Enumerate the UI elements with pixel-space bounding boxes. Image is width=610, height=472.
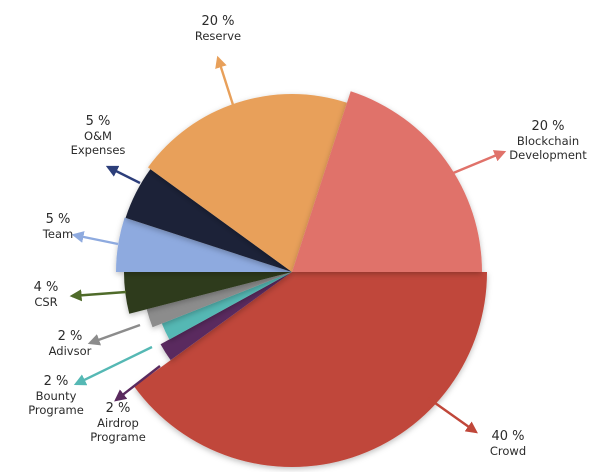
arrow-o-m-expenses bbox=[105, 165, 141, 185]
slice-name: Programe bbox=[28, 403, 84, 417]
pie-slice-csr bbox=[124, 272, 292, 314]
slice-name: Adivsor bbox=[49, 344, 92, 358]
pie-slice-airdrop-programe bbox=[160, 272, 292, 361]
arrow-team bbox=[71, 231, 119, 246]
slice-name: Bounty bbox=[36, 389, 77, 403]
slice-percent: 20 % bbox=[201, 14, 234, 29]
pie-slice-team bbox=[116, 217, 292, 272]
arrow-airdrop-programe bbox=[114, 365, 161, 402]
slice-percent: 4 % bbox=[34, 280, 59, 295]
slice-percent: 20 % bbox=[531, 119, 564, 134]
slice-percent: 5 % bbox=[86, 114, 111, 129]
label-blockchain-development: 20 % Blockchain Development bbox=[509, 119, 587, 162]
slice-name: Programe bbox=[90, 430, 146, 444]
slice-name: O&M bbox=[84, 129, 112, 143]
pie-slice-reserve bbox=[147, 94, 348, 272]
slice-percent: 2 % bbox=[44, 374, 69, 389]
arrow-adivsor bbox=[87, 323, 141, 346]
label-adivsor: 2 % Adivsor bbox=[49, 329, 92, 358]
slice-name: Crowd bbox=[490, 444, 526, 458]
slice-name: CSR bbox=[34, 295, 57, 309]
pie-slice-adivsor bbox=[146, 272, 292, 328]
slice-name: Blockchain bbox=[517, 134, 579, 148]
label-bounty-programe: 2 % Bounty Programe bbox=[28, 374, 84, 417]
arrow-reserve bbox=[215, 55, 236, 109]
slice-percent: 2 % bbox=[106, 401, 131, 416]
slice-name: Airdrop bbox=[97, 416, 139, 430]
label-o-m-expenses: 5 % O&M Expenses bbox=[71, 114, 126, 157]
slice-percent: 5 % bbox=[46, 212, 71, 227]
slice-name: Development bbox=[509, 148, 587, 162]
pie-slice-o-m-expenses bbox=[125, 169, 292, 272]
pie-slice-crowd bbox=[134, 272, 487, 468]
slice-percent: 2 % bbox=[58, 329, 83, 344]
slice-name: Reserve bbox=[195, 29, 241, 43]
arrow-bounty-programe bbox=[73, 345, 153, 386]
slice-name: Team bbox=[42, 227, 73, 241]
label-airdrop-programe: 2 % Airdrop Programe bbox=[90, 401, 146, 444]
arrow-blockchain-development bbox=[445, 150, 507, 178]
slice-percent: 40 % bbox=[491, 429, 524, 444]
pie-slice-bounty-programe bbox=[161, 272, 292, 340]
slice-name: Expenses bbox=[71, 143, 126, 157]
pie-slice-blockchain-development bbox=[292, 91, 482, 273]
arrow-crowd bbox=[427, 397, 478, 434]
label-team: 5 % Team bbox=[42, 212, 73, 241]
label-reserve: 20 % Reserve bbox=[195, 14, 241, 43]
label-csr: 4 % CSR bbox=[34, 280, 59, 309]
label-crowd: 40 % Crowd bbox=[490, 429, 526, 458]
arrow-csr bbox=[69, 289, 127, 302]
